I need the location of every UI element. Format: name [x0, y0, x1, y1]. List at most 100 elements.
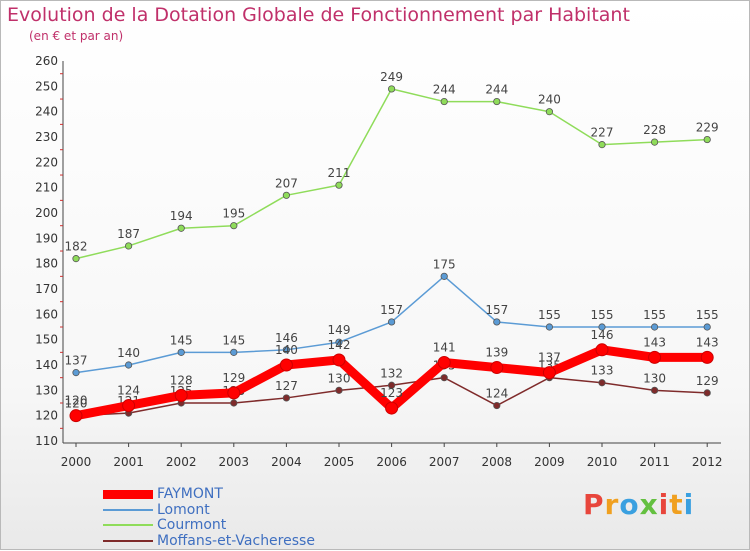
data-label: 129 — [696, 374, 719, 388]
x-tick-label: 2008 — [482, 455, 513, 469]
data-label: 149 — [328, 323, 351, 337]
data-label: 146 — [591, 328, 614, 342]
y-tick-label: 110 — [35, 434, 58, 448]
y-tick-label: 180 — [35, 257, 58, 271]
data-point — [335, 386, 343, 394]
data-label: 140 — [275, 343, 298, 357]
data-point — [125, 361, 133, 369]
data-point — [595, 343, 609, 357]
legend-item: Moffans-et-Vacheresse — [103, 533, 315, 549]
chart-subtitle: (en € et par an) — [29, 29, 124, 43]
y-tick-label: 240 — [35, 105, 58, 119]
data-point — [282, 191, 290, 199]
data-label: 143 — [696, 335, 719, 349]
data-point — [387, 85, 396, 93]
x-tick-label: 2007 — [429, 455, 460, 469]
data-point — [545, 108, 554, 116]
x-tick-label: 2012 — [692, 455, 723, 469]
data-label: 120 — [65, 394, 88, 408]
data-label: 155 — [538, 308, 561, 322]
data-label: 130 — [328, 371, 351, 385]
y-tick-label: 220 — [35, 155, 58, 169]
data-point — [230, 348, 238, 356]
data-point — [545, 323, 554, 331]
data-label: 155 — [591, 308, 614, 322]
data-label: 124 — [117, 384, 140, 398]
data-point — [598, 379, 606, 387]
logo-letter: P — [583, 488, 605, 521]
data-point — [227, 386, 241, 400]
data-point — [125, 242, 133, 250]
y-tick-label: 130 — [35, 383, 58, 397]
legend-swatch — [103, 489, 153, 499]
data-label: 140 — [117, 346, 140, 360]
x-tick-label: 2005 — [324, 455, 355, 469]
data-label: 146 — [275, 331, 298, 345]
data-label: 139 — [485, 346, 508, 360]
data-point — [335, 338, 343, 346]
data-point — [542, 366, 556, 380]
data-label: 229 — [696, 121, 719, 135]
data-point — [700, 350, 714, 364]
data-label: 133 — [591, 364, 614, 378]
legend-swatch — [103, 524, 153, 526]
legend-item: Courmont — [103, 517, 226, 533]
x-tick-label: 2011 — [639, 455, 670, 469]
data-label: 141 — [433, 340, 456, 354]
x-tick-label: 2010 — [587, 455, 618, 469]
data-point — [72, 369, 80, 377]
x-tick-label: 2001 — [113, 455, 144, 469]
data-point — [493, 97, 501, 106]
data-point — [440, 272, 448, 280]
data-point — [332, 353, 346, 367]
y-tick-label: 140 — [35, 358, 58, 372]
y-tick-label: 250 — [35, 79, 58, 93]
logo-letter: o — [619, 488, 640, 521]
x-tick-label: 2003 — [219, 455, 250, 469]
proxiti-logo: Proxiti — [583, 488, 694, 521]
data-label: 182 — [65, 240, 88, 254]
data-point — [69, 409, 83, 423]
data-point — [703, 135, 711, 144]
data-point — [282, 346, 290, 354]
data-point — [493, 401, 501, 410]
data-label: 145 — [222, 333, 245, 347]
data-label: 137 — [65, 354, 88, 368]
data-label: 187 — [117, 227, 140, 241]
data-point — [437, 355, 451, 369]
data-point — [72, 255, 80, 263]
y-tick-label: 120 — [35, 409, 58, 423]
legend-label: FAYMONT — [157, 486, 223, 502]
logo-letter: i — [683, 488, 695, 521]
data-point — [385, 401, 399, 415]
data-label: 129 — [222, 371, 245, 385]
legend-item: Lomont — [103, 502, 210, 518]
data-point — [650, 386, 659, 394]
y-tick-label: 170 — [35, 282, 58, 296]
data-point — [598, 141, 606, 149]
data-point — [174, 388, 188, 402]
data-label: 249 — [380, 70, 403, 84]
data-label: 211 — [328, 166, 351, 180]
series-line-Courmont — [75, 88, 708, 260]
data-point — [440, 97, 448, 106]
legend-swatch — [103, 539, 153, 542]
legend-label: Courmont — [157, 517, 227, 533]
data-label: 207 — [275, 176, 298, 190]
data-label: 244 — [433, 83, 456, 97]
data-point — [387, 318, 396, 326]
data-label: 195 — [222, 207, 245, 221]
logo-letter: x — [639, 488, 659, 521]
data-label: 127 — [275, 379, 298, 393]
data-label: 123 — [380, 386, 403, 400]
data-label: 228 — [643, 123, 666, 137]
x-tick-label: 2000 — [61, 455, 92, 469]
y-tick-label: 210 — [35, 181, 58, 195]
y-tick-label: 260 — [35, 54, 58, 68]
data-label: 142 — [328, 338, 351, 352]
data-point — [440, 374, 448, 382]
data-point — [387, 381, 396, 389]
data-label: 240 — [538, 93, 561, 107]
chart-title: Evolution de la Dotation Globale de Fonc… — [7, 4, 630, 26]
data-point — [703, 389, 711, 397]
